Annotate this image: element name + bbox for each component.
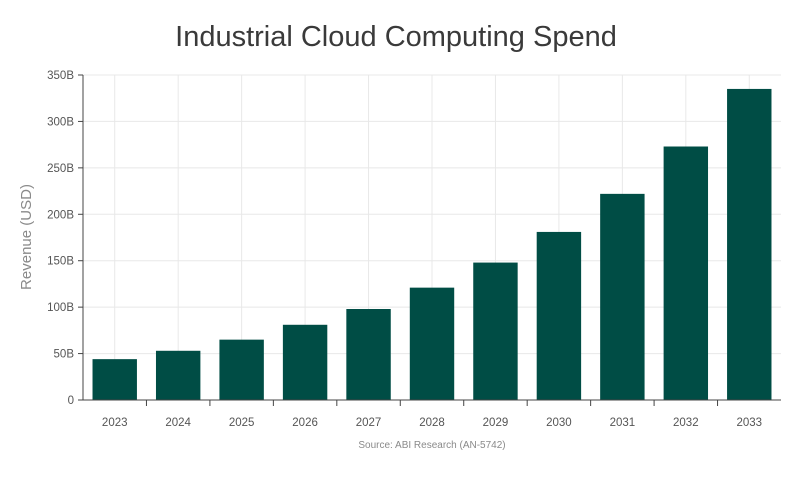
bar-2026 bbox=[282, 324, 328, 400]
bar-2028 bbox=[409, 287, 455, 400]
y-tick-label: 50B bbox=[54, 349, 75, 361]
x-tick-labels: 2023 2024 2025 2026 2027 2028 2029 2030 2031 2032… bbox=[102, 400, 762, 429]
source-note: Source: ABI Research (AN-5742) bbox=[358, 440, 505, 451]
bar-2031 bbox=[600, 193, 645, 400]
bar-2032 bbox=[663, 146, 709, 400]
x-tick-label: 2032 bbox=[673, 417, 699, 429]
x-tick-label: 2029 bbox=[483, 417, 509, 429]
x-tick-label: 2031 bbox=[610, 417, 636, 429]
x-tick-label: 2027 bbox=[356, 417, 382, 429]
x-tick-label: 2024 bbox=[165, 417, 191, 429]
x-tick-label: 2023 bbox=[102, 417, 128, 429]
x-tick-label: 2025 bbox=[229, 417, 255, 429]
y-tick-label: 300B bbox=[47, 116, 74, 128]
bar-2025 bbox=[219, 339, 264, 400]
y-tick-label: 350B bbox=[47, 70, 74, 82]
x-tick-label: 2030 bbox=[546, 417, 572, 429]
bar-2029 bbox=[473, 262, 518, 400]
x-tick-label: 2033 bbox=[736, 417, 762, 429]
chart-title: Industrial Cloud Computing Spend bbox=[175, 21, 617, 53]
x-tick-label: 2026 bbox=[292, 417, 318, 429]
bar-2023 bbox=[92, 359, 137, 400]
y-tick-label: 200B bbox=[47, 209, 74, 221]
bar-2033 bbox=[727, 88, 772, 400]
y-tick-label: 0 bbox=[68, 395, 74, 407]
bars bbox=[92, 88, 772, 400]
y-tick-label: 250B bbox=[47, 163, 74, 175]
y-tick-label: 150B bbox=[47, 256, 74, 268]
y-axis-label: Revenue (USD) bbox=[18, 184, 35, 290]
bar-2030 bbox=[536, 231, 582, 400]
bar-2027 bbox=[346, 309, 391, 400]
y-tick-labels: 0 50B 100B 150B 200B 250B 300B 350B bbox=[47, 70, 83, 407]
x-tick-label: 2028 bbox=[419, 417, 445, 429]
bar-2024 bbox=[155, 350, 201, 400]
axes bbox=[82, 75, 781, 401]
y-tick-label: 100B bbox=[47, 302, 74, 314]
